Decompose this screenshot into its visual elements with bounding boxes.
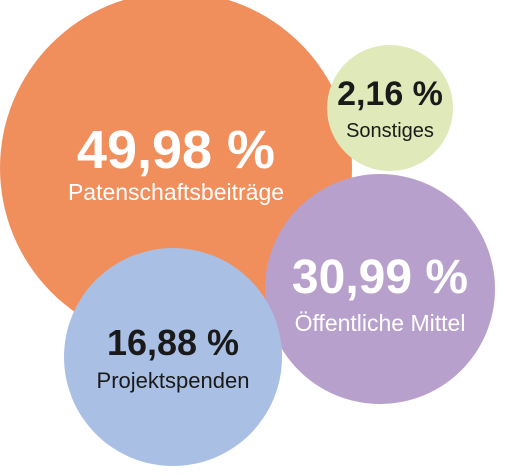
bubble-sonstiges: 2,16 % Sonstiges bbox=[327, 45, 453, 171]
bubble-value: 16,88 % bbox=[107, 322, 239, 363]
bubble-circle bbox=[327, 45, 453, 171]
bubble-circle bbox=[64, 248, 282, 466]
bubble-circle bbox=[265, 174, 495, 404]
bubble-patenschaftsbeitraege: 49,98 % Patenschaftsbeiträge bbox=[0, 0, 352, 344]
bubble-label: Patenschaftsbeiträge bbox=[68, 179, 284, 205]
bubble-label: Projektspenden bbox=[97, 368, 250, 393]
bubble-value: 30,99 % bbox=[292, 251, 468, 304]
bubble-projektspenden: 16,88 % Projektspenden bbox=[64, 248, 282, 466]
bubble-circle bbox=[0, 0, 352, 344]
bubble-oeffentliche-mittel: 30,99 % Öffentliche Mittel bbox=[265, 174, 495, 404]
bubble-label: Öffentliche Mittel bbox=[295, 310, 466, 336]
bubble-value: 2,16 % bbox=[337, 75, 443, 113]
bubble-value: 49,98 % bbox=[77, 120, 275, 180]
bubble-label: Sonstiges bbox=[346, 120, 434, 142]
